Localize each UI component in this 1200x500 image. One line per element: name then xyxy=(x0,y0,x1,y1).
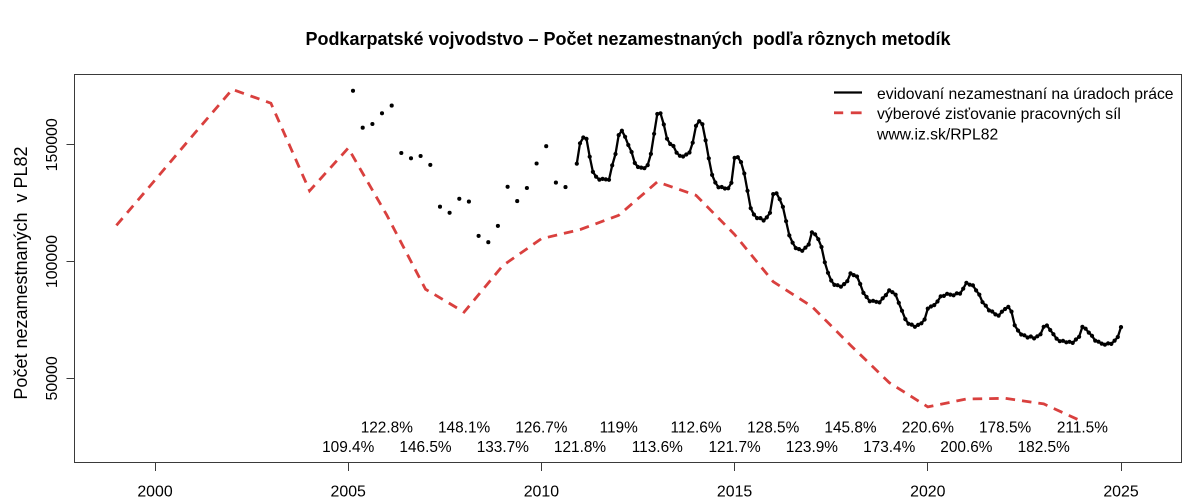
svg-text:121.8%: 121.8% xyxy=(554,439,607,456)
svg-text:211.5%: 211.5% xyxy=(1057,420,1108,437)
svg-text:173.4%: 173.4% xyxy=(863,439,916,456)
svg-text:145.8%: 145.8% xyxy=(824,420,877,437)
svg-text:2005: 2005 xyxy=(331,483,367,500)
svg-text:178.5%: 178.5% xyxy=(979,420,1032,437)
svg-text:121.7%: 121.7% xyxy=(708,439,761,456)
svg-text:146.5%: 146.5% xyxy=(399,439,452,456)
svg-text:133.7%: 133.7% xyxy=(477,439,530,456)
svg-text:100000: 100000 xyxy=(44,235,61,288)
svg-text:Podkarpatské vojvodstvo – Poče: Podkarpatské vojvodstvo – Počet nezamest… xyxy=(305,29,951,49)
svg-text:2020: 2020 xyxy=(910,483,946,500)
svg-text:www.iz.sk/RPL82: www.iz.sk/RPL82 xyxy=(876,127,998,144)
svg-text:119%: 119% xyxy=(600,420,639,437)
svg-text:evidovaní nezamestnaní na úrad: evidovaní nezamestnaní na úradoch práce xyxy=(877,86,1174,103)
svg-text:126.7%: 126.7% xyxy=(515,420,568,437)
svg-text:50000: 50000 xyxy=(44,356,61,400)
svg-text:2025: 2025 xyxy=(1103,483,1139,500)
svg-text:122.8%: 122.8% xyxy=(361,420,414,437)
svg-text:182.5%: 182.5% xyxy=(1018,439,1071,456)
svg-text:150000: 150000 xyxy=(44,118,61,171)
svg-text:112.6%: 112.6% xyxy=(670,420,721,437)
svg-text:200.6%: 200.6% xyxy=(940,439,993,456)
svg-text:2000: 2000 xyxy=(137,483,173,500)
svg-text:2010: 2010 xyxy=(524,483,560,500)
svg-text:2015: 2015 xyxy=(717,483,753,500)
svg-text:109.4%: 109.4% xyxy=(322,439,375,456)
svg-text:128.5%: 128.5% xyxy=(747,420,800,437)
svg-text:220.6%: 220.6% xyxy=(902,420,955,437)
svg-text:Počet nezamestnaných v PL82: Počet nezamestnaných v PL82 xyxy=(11,146,31,399)
svg-text:148.1%: 148.1% xyxy=(438,420,491,437)
svg-text:výberové zisťovanie pracovných: výberové zisťovanie pracovných síl xyxy=(877,106,1121,123)
svg-text:123.9%: 123.9% xyxy=(786,439,839,456)
svg-text:113.6%: 113.6% xyxy=(632,439,683,456)
